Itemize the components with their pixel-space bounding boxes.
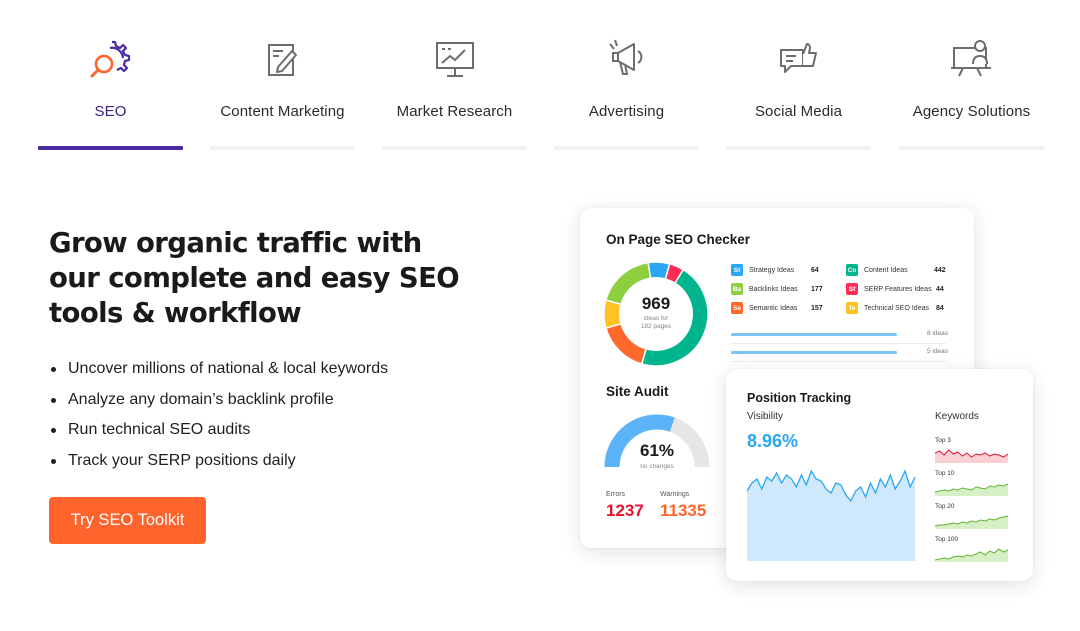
idea-label: Semantic Ideas (749, 304, 798, 312)
idea-label: SERP Features Ideas (864, 285, 932, 293)
feature-item: Track your SERP positions daily (49, 446, 388, 477)
hero-headline-line: Grow organic traffic with (49, 227, 422, 259)
idea-value: 84 (936, 304, 944, 312)
keyword-sparkline (935, 449, 1009, 463)
keyword-sparkline (935, 515, 1009, 529)
idea-row-content: Co Content Ideas 442 (846, 263, 946, 277)
tab-social-media[interactable]: Social Media (726, 0, 871, 150)
ideas-donut-chart (604, 262, 708, 366)
document-edit-icon (267, 44, 297, 76)
ideas-progress-label: 5 ideas (927, 348, 948, 355)
on-page-seo-checker-title: On Page SEO Checker (606, 232, 751, 247)
visibility-value: 8.96% (747, 431, 799, 451)
tab-social-media-label: Social Media (754, 103, 843, 120)
backlinks-chip: Ba (731, 283, 743, 295)
megaphone-icon (608, 39, 642, 75)
warnings-value: 11335 (660, 501, 707, 520)
monitor-chart-icon (435, 42, 474, 77)
idea-row-semantic: Se Semantic Ideas 157 (731, 301, 831, 315)
ideas-total-caption: ideas for 182 pages (604, 315, 708, 331)
try-seo-toolkit-button[interactable]: Try SEO Toolkit (49, 497, 206, 544)
warnings-label: Warnings (660, 491, 690, 498)
ideas-progress-bar (731, 333, 897, 336)
product-tabs: SEO Content Marketing Market Research (38, 0, 1044, 150)
idea-row-serp-features: Sf SERP Features Ideas 44 (846, 282, 944, 296)
idea-value: 177 (811, 285, 823, 293)
tab-agency-solutions[interactable]: Agency Solutions (899, 0, 1044, 150)
site-audit-caption: no changes (640, 463, 674, 470)
idea-label: Technical SEO Ideas (864, 304, 929, 312)
hero-headline: Grow organic traffic with our complete a… (49, 226, 479, 331)
keyword-group-label: Top 20 (935, 503, 955, 510)
feature-item: Uncover millions of national & local key… (49, 354, 388, 385)
idea-value: 64 (811, 266, 819, 274)
visibility-area-chart (747, 469, 916, 561)
feature-item: Run technical SEO audits (49, 415, 388, 446)
hero-headline-line: tools & workflow (49, 297, 302, 329)
idea-label: Backlinks Ideas (749, 285, 798, 293)
hero-headline-line: our complete and easy SEO (49, 262, 460, 294)
semantic-chip: Se (731, 302, 743, 314)
tab-seo[interactable]: SEO (38, 0, 183, 150)
idea-value: 442 (934, 266, 946, 274)
idea-value: 44 (936, 285, 944, 293)
presenter-board-icon (950, 40, 991, 77)
tab-content-marketing-label: Content Marketing (220, 103, 345, 120)
strategy-chip: St (731, 264, 743, 276)
tab-advertising-label: Advertising (588, 103, 665, 120)
chat-thumbs-up-icon (779, 43, 817, 73)
technical-seo-chip: Te (846, 302, 858, 314)
tab-content-marketing[interactable]: Content Marketing (210, 0, 355, 150)
visibility-label: Visibility (747, 411, 783, 422)
tab-content-marketing-indicator (210, 146, 355, 150)
tab-market-research-label: Market Research (396, 103, 513, 120)
tab-advertising[interactable]: Advertising (554, 0, 699, 150)
divider (731, 343, 946, 344)
site-audit-gauge (604, 414, 710, 468)
errors-value: 1237 (606, 501, 644, 520)
keyword-group-label: Top 10 (935, 470, 955, 477)
keywords-label: Keywords (935, 411, 979, 422)
feature-list: Uncover millions of national & local key… (49, 354, 388, 476)
ideas-total: 969 (641, 294, 671, 313)
idea-row-strategy: St Strategy Ideas 64 (731, 263, 831, 277)
divider (731, 361, 946, 362)
idea-label: Strategy Ideas (749, 266, 795, 274)
position-tracking-title: Position Tracking (747, 391, 852, 405)
seo-magnifier-gear-icon (90, 40, 130, 78)
idea-row-backlinks: Ba Backlinks Ideas 177 (731, 282, 831, 296)
tab-seo-label: SEO (94, 103, 127, 120)
ideas-caption-line: 182 pages (640, 323, 672, 330)
site-audit-title: Site Audit (606, 384, 669, 399)
idea-value: 157 (811, 304, 823, 312)
idea-row-technical-seo: Te Technical SEO Ideas 84 (846, 301, 944, 315)
position-tracking-card: Position Tracking Visibility 8.96% Keywo… (726, 369, 1033, 581)
ideas-progress-bar (731, 351, 897, 354)
ideas-progress-label: 8 ideas (927, 330, 948, 337)
keyword-sparkline (935, 548, 1009, 562)
content-chip: Co (846, 264, 858, 276)
tab-social-media-indicator (726, 146, 871, 150)
ideas-caption-line: ideas for (643, 315, 669, 322)
tab-seo-indicator (38, 146, 183, 150)
idea-label: Content Ideas (864, 266, 908, 274)
serp-features-chip: Sf (846, 283, 858, 295)
site-audit-score: 61% (639, 441, 675, 460)
tab-market-research[interactable]: Market Research (382, 0, 527, 150)
tab-agency-solutions-indicator (899, 146, 1044, 150)
tab-market-research-indicator (382, 146, 527, 150)
keyword-sparkline (935, 483, 1009, 496)
tab-agency-solutions-label: Agency Solutions (912, 103, 1031, 120)
tab-advertising-indicator (554, 146, 699, 150)
errors-label: Errors (606, 491, 626, 498)
keyword-group-label: Top 3 (935, 437, 951, 444)
keyword-group-label: Top 100 (935, 536, 959, 543)
feature-item: Analyze any domain’s backlink profile (49, 385, 388, 416)
